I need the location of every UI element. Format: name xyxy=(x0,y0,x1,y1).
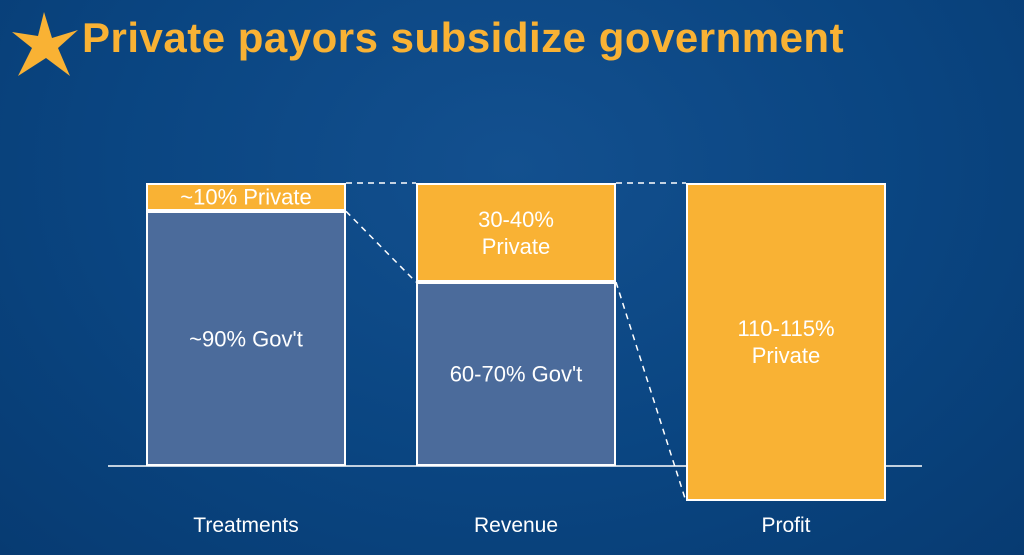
x-tick-label: Profit xyxy=(761,514,811,537)
data-label: ~10% Private xyxy=(180,184,312,210)
connector xyxy=(615,281,687,502)
x-tick-label: Treatments xyxy=(193,514,299,537)
x-tick-label: Revenue xyxy=(473,514,559,537)
bar-segment xyxy=(146,211,346,466)
connector xyxy=(345,210,417,283)
data-label: ~90% Gov't xyxy=(189,326,303,352)
bar-segment xyxy=(146,183,346,212)
bar-segment xyxy=(416,282,616,466)
data-label: 110-115% Private xyxy=(737,316,835,369)
slide-title: Private payors subsidize government xyxy=(82,14,845,61)
data-label: 60-70% Gov't xyxy=(449,361,583,387)
bar-segment xyxy=(416,183,616,283)
star-icon xyxy=(12,12,78,76)
data-label: 30-40% Private xyxy=(478,206,554,259)
bar-segment xyxy=(686,183,886,502)
